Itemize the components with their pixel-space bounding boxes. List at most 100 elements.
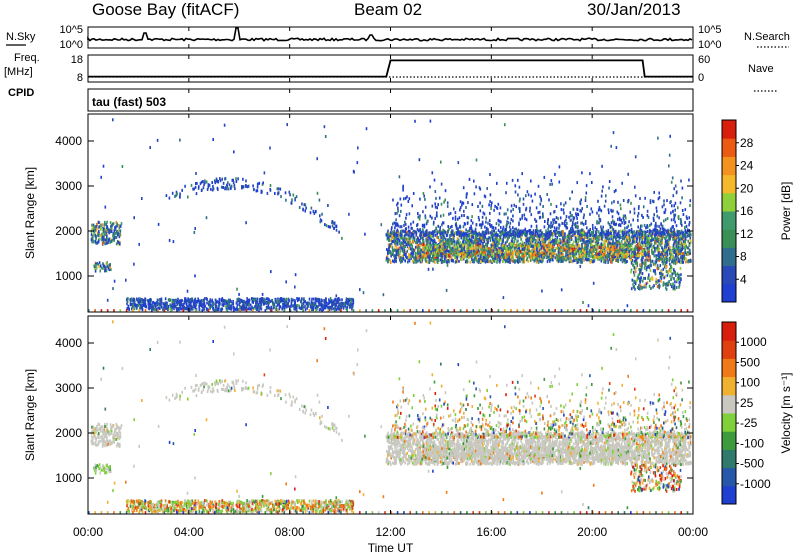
velocity-echo: [95, 468, 97, 472]
velocity-echo: [107, 432, 109, 436]
velocity-echo: [136, 499, 138, 503]
velocity-echo: [655, 448, 658, 452]
velocity-echo: [319, 505, 322, 509]
power-echo: [525, 229, 527, 233]
velocity-echo: [338, 509, 341, 513]
power-echo: [647, 258, 650, 262]
velocity-echo: [94, 466, 96, 470]
velocity-echo: [184, 502, 186, 506]
power-echo: [283, 301, 286, 305]
velocity-echo: [109, 467, 111, 471]
velocity-echo: [559, 458, 561, 462]
power-echo: [221, 307, 224, 311]
velocity-echo: [303, 499, 305, 503]
power-echo: [139, 297, 142, 301]
power-echo: [456, 247, 459, 251]
power-echo: [526, 232, 529, 236]
velocity-echo: [405, 453, 407, 457]
power-echo: [166, 303, 168, 307]
velocity-echo: [292, 500, 294, 504]
velocity-echo: [342, 507, 345, 511]
velocity-echo: [227, 500, 230, 504]
power-echo: [502, 235, 505, 239]
velocity-echo: [160, 505, 162, 509]
velocity-echo: [347, 502, 350, 506]
power-echo: [563, 241, 566, 245]
power-echo: [175, 190, 178, 194]
velocity-echo: [139, 499, 142, 503]
velocity-echo: [157, 508, 159, 512]
power-echo: [106, 238, 109, 241]
velocity-echo: [194, 387, 197, 391]
velocity-echo: [222, 500, 224, 504]
power-echo: [224, 177, 226, 181]
velocity-echo: [661, 453, 663, 457]
velocity-echo: [271, 500, 274, 504]
power-echo: [193, 187, 195, 191]
velocity-echo: [126, 504, 128, 508]
velocity-echo: [486, 451, 488, 455]
power-echo: [412, 260, 415, 264]
power-echo: [154, 306, 157, 309]
power-echo: [171, 191, 174, 195]
power-echo: [652, 252, 655, 256]
power-echo: [332, 302, 335, 306]
power-echo: [245, 305, 247, 309]
velocity-echo: [246, 499, 248, 503]
power-echo: [194, 185, 197, 189]
velocity-echo: [314, 499, 317, 503]
velocity-echo: [334, 500, 337, 504]
velocity-echo: [235, 382, 238, 385]
velocity-echo: [615, 435, 617, 439]
velocity-echo: [118, 437, 121, 441]
velocity-echo: [686, 436, 688, 440]
velocity-echo: [312, 505, 314, 509]
velocity-echo: [255, 506, 257, 510]
power-echo: [106, 262, 108, 266]
power-echo: [516, 258, 519, 262]
power-echo: [295, 306, 298, 310]
power-echo: [114, 228, 117, 231]
power-echo: [200, 180, 203, 184]
velocity-echo: [320, 509, 322, 513]
velocity-echo: [319, 416, 321, 420]
velocity-echo: [261, 499, 263, 503]
velocity-echo: [214, 507, 217, 511]
velocity-echo: [628, 438, 631, 442]
power-echo: [94, 266, 96, 270]
velocity-echo: [114, 437, 117, 441]
velocity-echo: [326, 503, 328, 507]
power-echo: [385, 258, 388, 262]
velocity-echo: [456, 461, 459, 465]
power-echo: [560, 241, 562, 245]
power-echo: [247, 184, 250, 188]
power-echo: [395, 256, 398, 260]
velocity-echo: [311, 499, 313, 503]
power-echo: [177, 297, 179, 301]
power-echo: [98, 261, 101, 265]
velocity-echo: [203, 509, 206, 513]
velocity-echo: [420, 462, 423, 466]
power-echo: [105, 241, 108, 245]
power-echo: [610, 237, 612, 241]
velocity-echo: [212, 505, 215, 508]
power-echo: [91, 240, 93, 244]
velocity-echo: [602, 457, 605, 461]
velocity-echo: [337, 503, 339, 507]
power-echo: [195, 182, 197, 185]
velocity-echo: [206, 390, 209, 393]
power-echo: [391, 246, 394, 249]
power-echo: [233, 183, 236, 187]
power-echo: [486, 249, 488, 253]
cpid-label: CPID: [8, 87, 35, 99]
velocity-echo: [202, 500, 205, 504]
power-echo: [164, 297, 167, 301]
power-echo: [395, 253, 398, 256]
velocity-echo: [545, 434, 547, 438]
power-echo: [118, 228, 120, 232]
velocity-echo: [390, 456, 392, 460]
power-echo: [398, 239, 401, 243]
velocity-echo: [678, 462, 681, 466]
velocity-echo: [97, 422, 100, 426]
velocity-echo: [170, 509, 172, 512]
